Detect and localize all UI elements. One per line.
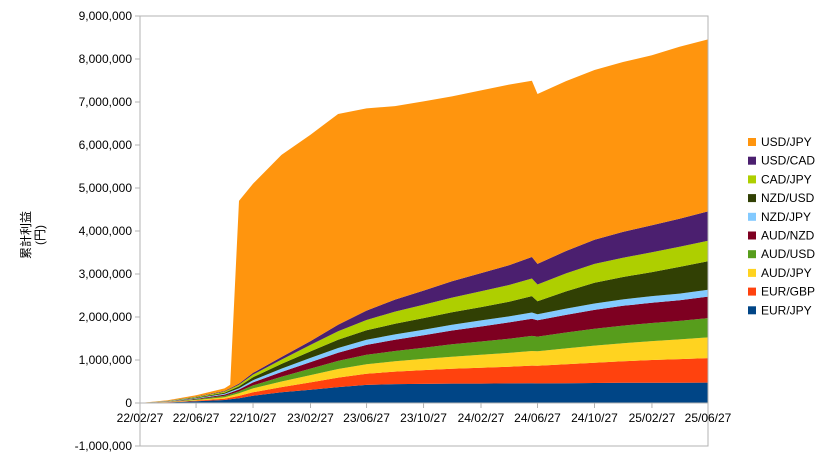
y-tick-label: 3,000,000 <box>79 267 133 281</box>
legend-label: EUR/JPY <box>761 303 812 317</box>
x-tick-label: 22/06/27 <box>173 411 220 425</box>
y-tick-label: 7,000,000 <box>79 95 133 109</box>
legend-swatch <box>748 194 756 202</box>
legend-label: NZD/JPY <box>761 210 811 224</box>
y-tick-label: 9,000,000 <box>79 9 133 23</box>
y-tick-label: 0 <box>125 396 132 410</box>
y-axis-title-line: (円) <box>33 225 47 245</box>
x-axis: 22/02/27 22/06/27 22/10/27 23/02/27 23/06/27… <box>117 403 732 425</box>
legend-label: EUR/GBP <box>761 285 815 299</box>
legend-label: CAD/JPY <box>761 172 812 186</box>
y-tick-label: 4,000,000 <box>79 224 133 238</box>
legend-label: AUD/JPY <box>761 266 812 280</box>
legend-label: AUD/NZD <box>761 229 815 243</box>
y-axis: -1,000,000 0 1,000,000 2,000,000 3,000,000 4,… <box>75 9 140 453</box>
y-tick-label: 1,000,000 <box>79 353 133 367</box>
y-axis-title: 累計利益 (円) <box>18 211 47 259</box>
series-areas <box>140 39 708 403</box>
x-tick-label: 23/10/27 <box>400 411 447 425</box>
legend-swatch <box>748 213 756 221</box>
x-tick-label: 23/02/27 <box>287 411 334 425</box>
legend-label: NZD/USD <box>761 191 815 205</box>
y-tick-label: 8,000,000 <box>79 52 133 66</box>
y-tick-label: 2,000,000 <box>79 310 133 324</box>
legend-swatch <box>748 269 756 277</box>
x-tick-label: 24/02/27 <box>458 411 505 425</box>
legend-swatch <box>748 250 756 258</box>
y-axis-title-line: 累計利益 <box>18 211 33 259</box>
x-tick-label: 25/06/27 <box>685 411 732 425</box>
legend-swatch <box>748 232 756 240</box>
x-tick-label: 25/02/27 <box>629 411 676 425</box>
y-tick-label: 5,000,000 <box>79 181 133 195</box>
legend-swatch <box>748 138 756 146</box>
x-tick-label: 24/10/27 <box>571 411 618 425</box>
x-tick-label: 23/06/27 <box>343 411 390 425</box>
y-tick-label: 6,000,000 <box>79 138 133 152</box>
legend-swatch <box>748 288 756 296</box>
legend-swatch <box>748 175 756 183</box>
y-tick-label: -1,000,000 <box>75 439 133 453</box>
legend-label: USD/JPY <box>761 135 812 149</box>
x-tick-label: 22/10/27 <box>230 411 277 425</box>
legend-swatch <box>748 306 756 314</box>
legend: USD/JPY USD/CAD CAD/JPY NZD/USD NZD/JPY AUD/N… <box>748 135 815 317</box>
legend-label: USD/CAD <box>761 154 815 168</box>
x-tick-label: 24/06/27 <box>514 411 561 425</box>
legend-label: AUD/USD <box>761 247 815 261</box>
x-tick-label: 22/02/27 <box>117 411 164 425</box>
legend-swatch <box>748 157 756 165</box>
